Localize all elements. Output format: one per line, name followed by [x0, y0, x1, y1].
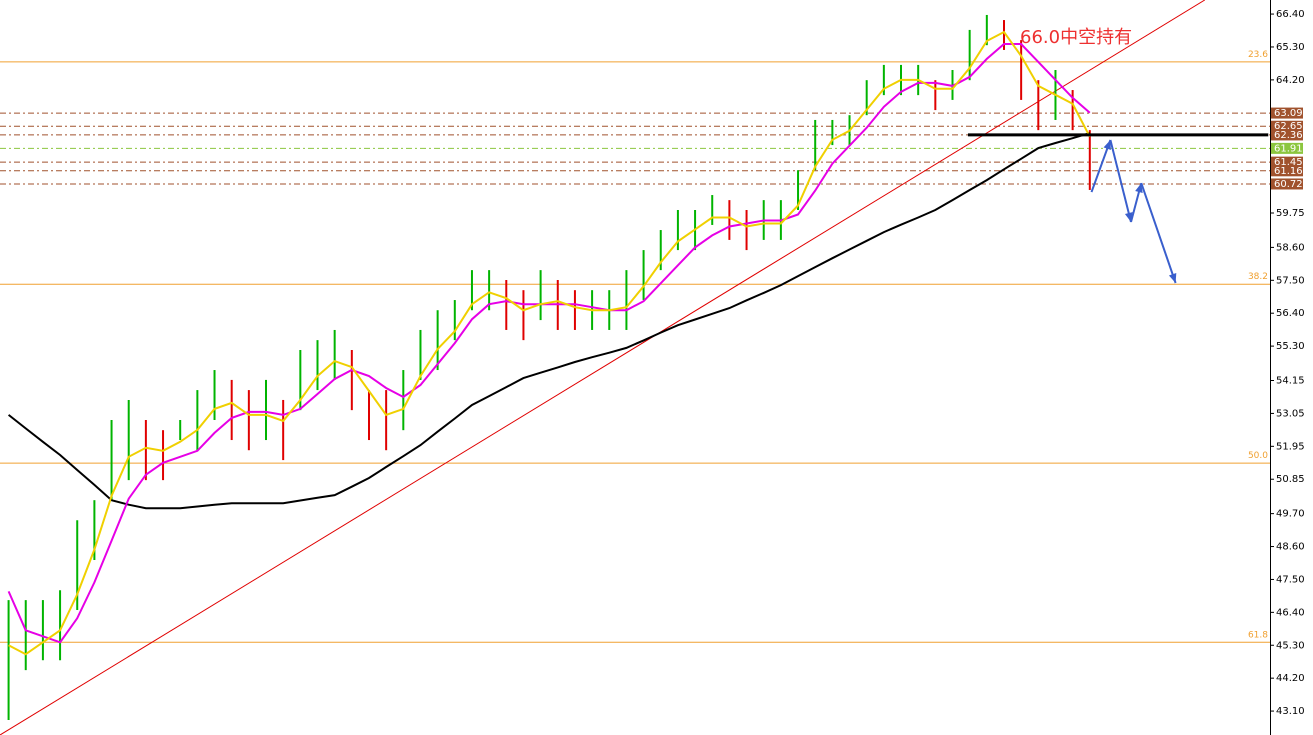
- annotation: 66.0中空持有: [1020, 27, 1132, 48]
- y-tick-label: 48.60: [1276, 542, 1305, 553]
- moving-average: [7, 132, 1091, 510]
- price-level-label: 61.91: [1274, 143, 1303, 154]
- price-level-label: 62.36: [1274, 130, 1303, 141]
- y-tick-label: 59.75: [1276, 208, 1305, 219]
- y-tick-label: 58.60: [1276, 242, 1305, 253]
- price-level-label: 61.16: [1274, 166, 1303, 177]
- moving-average: [7, 43, 1091, 644]
- forecast-segment: [1140, 182, 1177, 284]
- y-tick-label: 46.40: [1276, 607, 1305, 618]
- y-tick-label: 53.05: [1276, 408, 1305, 419]
- y-tick-label: 66.40: [1276, 9, 1305, 20]
- y-tick-label: 55.30: [1276, 341, 1305, 352]
- price-level-box: [1271, 107, 1303, 119]
- y-tick-label: 49.70: [1276, 509, 1305, 520]
- price-level-label: 60.72: [1274, 179, 1303, 190]
- y-tick-label: 51.95: [1276, 441, 1305, 452]
- fib-label: 38.2: [1248, 272, 1268, 282]
- price-level-label: 63.09: [1274, 108, 1303, 119]
- fib-label: 61.8: [1248, 630, 1268, 640]
- price-level-box: [1271, 178, 1303, 190]
- price-level-box: [1271, 129, 1303, 141]
- y-tick-label: 44.20: [1276, 673, 1305, 684]
- price-level-box: [1271, 156, 1303, 168]
- forecast-arrowhead: [1103, 140, 1111, 150]
- y-tick-label: 64.20: [1276, 75, 1305, 86]
- y-tick-label: 57.50: [1276, 275, 1305, 286]
- fib-label: 23.6: [1248, 50, 1268, 60]
- y-tick-label: 47.50: [1276, 574, 1305, 585]
- y-tick-label: 43.10: [1276, 706, 1305, 717]
- price-level-box: [1271, 120, 1303, 132]
- price-level-box: [1271, 142, 1303, 154]
- forecast-arrowhead: [1168, 273, 1177, 283]
- price-level-label: 62.65: [1274, 121, 1303, 132]
- price-level-box: [1271, 165, 1303, 177]
- y-tick-label: 50.85: [1276, 474, 1305, 485]
- moving-average: [8, 30, 1091, 656]
- y-tick-label: 56.40: [1276, 308, 1305, 319]
- y-tick-label: 65.30: [1276, 42, 1305, 53]
- fib-label: 50.0: [1248, 451, 1268, 461]
- y-tick-label: 45.30: [1276, 640, 1305, 651]
- forecast-segment: [1090, 139, 1112, 193]
- price-level-label: 61.45: [1274, 157, 1303, 168]
- forecast-arrowhead: [1135, 183, 1143, 193]
- y-tick-label: 54.15: [1276, 376, 1305, 387]
- forecast-segment: [1109, 139, 1132, 223]
- trendline: [0, 0, 1206, 735]
